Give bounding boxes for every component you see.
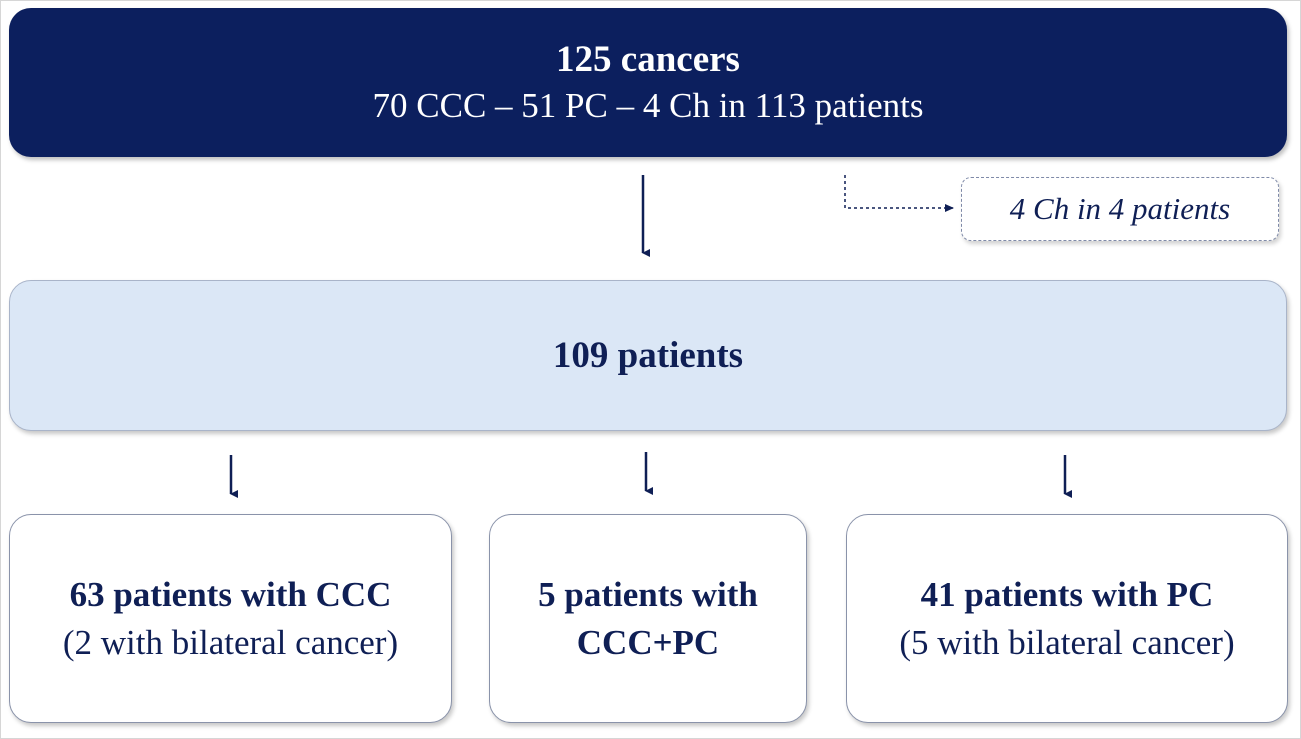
total-cancers-box: 125 cancers 70 CCC – 51 PC – 4 Ch in 113… <box>9 8 1287 157</box>
exclusion-label: 4 Ch in 4 patients <box>1009 191 1231 226</box>
leaf-ccc-pc-box: 5 patients with CCC+PC <box>489 514 807 723</box>
leaf-pc-title: 41 patients with PC <box>920 574 1214 614</box>
leaf-pc-box: 41 patients with PC (5 with bilateral ca… <box>846 514 1288 723</box>
leaf-pc-detail: (5 with bilateral cancer) <box>899 622 1235 662</box>
total-cancers-title: 125 cancers <box>556 38 740 80</box>
leaf-ccc-title: 63 patients with CCC <box>69 574 392 614</box>
total-cancers-breakdown: 70 CCC – 51 PC – 4 Ch in 113 patients <box>372 85 924 125</box>
patients-box: 109 patients <box>9 280 1287 431</box>
leaf-ccc-box: 63 patients with CCC (2 with bilateral c… <box>9 514 452 723</box>
patients-title: 109 patients <box>552 335 744 376</box>
leaf-ccc-detail: (2 with bilateral cancer) <box>62 622 399 662</box>
leaf-ccc-pc-title: 5 patients with <box>538 574 758 614</box>
exclusion-box: 4 Ch in 4 patients <box>961 177 1279 241</box>
exclusion-arrow <box>844 175 954 212</box>
leaf-ccc-pc-detail: CCC+PC <box>576 622 720 662</box>
